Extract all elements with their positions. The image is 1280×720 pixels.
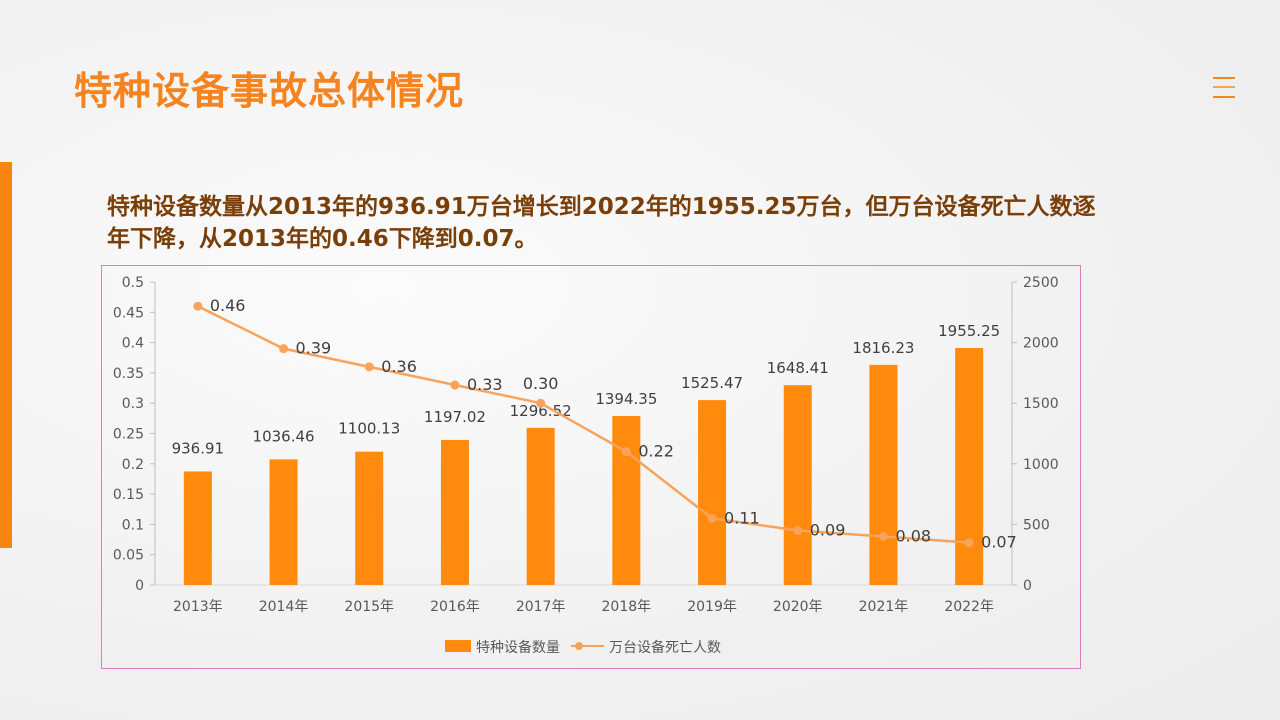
line-point-2020年 <box>793 525 803 535</box>
bar-2017年 <box>526 427 555 585</box>
bar-data-label: 1197.02 <box>424 408 486 426</box>
line-data-label: 0.08 <box>895 527 931 546</box>
bar-2013年 <box>183 471 212 585</box>
left-tick-label: 0.25 <box>113 427 144 443</box>
bar-data-label: 1955.25 <box>938 322 1000 340</box>
chart-frame <box>101 265 1081 669</box>
bar-data-label: 1648.41 <box>767 359 829 377</box>
line-point-2022年 <box>964 538 974 548</box>
x-tick-label: 2020年 <box>773 599 823 615</box>
line-point-2018年 <box>621 447 631 457</box>
line-data-label: 0.36 <box>381 357 417 376</box>
x-tick-label: 2013年 <box>173 599 223 615</box>
bar-data-label: 1525.47 <box>681 374 743 392</box>
accent-bar <box>0 162 12 548</box>
bar-data-label: 1296.52 <box>510 402 572 420</box>
left-tick-label: 0.15 <box>113 487 144 503</box>
line-data-label: 0.46 <box>210 296 246 315</box>
x-tick-label: 2019年 <box>687 599 737 615</box>
right-tick-label: 500 <box>1023 517 1050 533</box>
x-tick-label: 2015年 <box>344 599 394 615</box>
bar-data-label: 1036.46 <box>253 427 315 445</box>
bar-data-label: 1394.35 <box>595 390 657 408</box>
line-data-label: 0.30 <box>523 374 559 393</box>
right-tick-label: 2000 <box>1023 336 1059 352</box>
line-point-2013年 <box>193 301 203 311</box>
line-data-label: 0.33 <box>467 375 503 394</box>
line-series <box>197 305 970 544</box>
line-point-2016年 <box>450 380 460 390</box>
bar-2016年 <box>440 439 469 585</box>
x-tick-label: 2022年 <box>944 599 994 615</box>
left-tick-label: 0.4 <box>122 336 144 352</box>
right-tick-label: 2500 <box>1023 275 1059 291</box>
line-point-2017年 <box>536 398 546 408</box>
line-data-label: 0.09 <box>810 520 846 539</box>
line-point-2015年 <box>364 362 374 372</box>
bar-data-label: 1100.13 <box>338 420 400 438</box>
line-point-2021年 <box>878 532 888 542</box>
summary-text: 特种设备数量从2013年的936.91万台增长到2022年的1955.25万台，… <box>107 194 1096 252</box>
left-tick-label: 0 <box>135 578 144 594</box>
left-tick-label: 0.5 <box>122 275 144 291</box>
line-data-label: 0.11 <box>724 508 760 527</box>
line-data-label: 0.07 <box>981 533 1017 552</box>
left-tick-label: 0.2 <box>122 457 144 473</box>
x-tick-label: 2021年 <box>859 599 909 615</box>
legend-line-label: 万台设备死亡人数 <box>609 639 721 656</box>
bar-2018年 <box>612 416 641 585</box>
hamburger-menu-icon[interactable] <box>1213 77 1235 98</box>
x-tick-label: 2017年 <box>516 599 566 615</box>
x-tick-label: 2018年 <box>602 599 652 615</box>
x-tick-label: 2016年 <box>430 599 480 615</box>
legend-bar-swatch <box>445 640 471 652</box>
legend-line-marker <box>575 642 583 650</box>
right-tick-label: 1000 <box>1023 457 1059 473</box>
left-tick-label: 0.05 <box>113 548 144 564</box>
line-point-2019年 <box>707 513 717 523</box>
left-tick-label: 0.1 <box>122 517 144 533</box>
bar-2019年 <box>698 400 727 585</box>
page-title: 特种设备事故总体情况 <box>74 69 465 113</box>
right-tick-label: 0 <box>1023 578 1032 594</box>
bar-data-label: 936.91 <box>172 439 225 457</box>
left-tick-label: 0.45 <box>113 305 144 321</box>
line-point-2014年 <box>279 344 289 354</box>
line-data-label: 0.39 <box>296 339 332 358</box>
left-tick-label: 0.3 <box>122 396 144 412</box>
right-tick-label: 1500 <box>1023 396 1059 412</box>
bar-data-label: 1816.23 <box>852 339 914 357</box>
bar-2020年 <box>783 385 812 585</box>
left-tick-label: 0.35 <box>113 366 144 382</box>
line-data-label: 0.22 <box>638 442 674 461</box>
bar-2014年 <box>269 459 298 585</box>
bar-2015年 <box>355 451 384 585</box>
legend-bar-label: 特种设备数量 <box>476 639 560 656</box>
x-tick-label: 2014年 <box>259 599 309 615</box>
bar-2022年 <box>955 348 984 585</box>
bar-2021年 <box>869 364 898 585</box>
